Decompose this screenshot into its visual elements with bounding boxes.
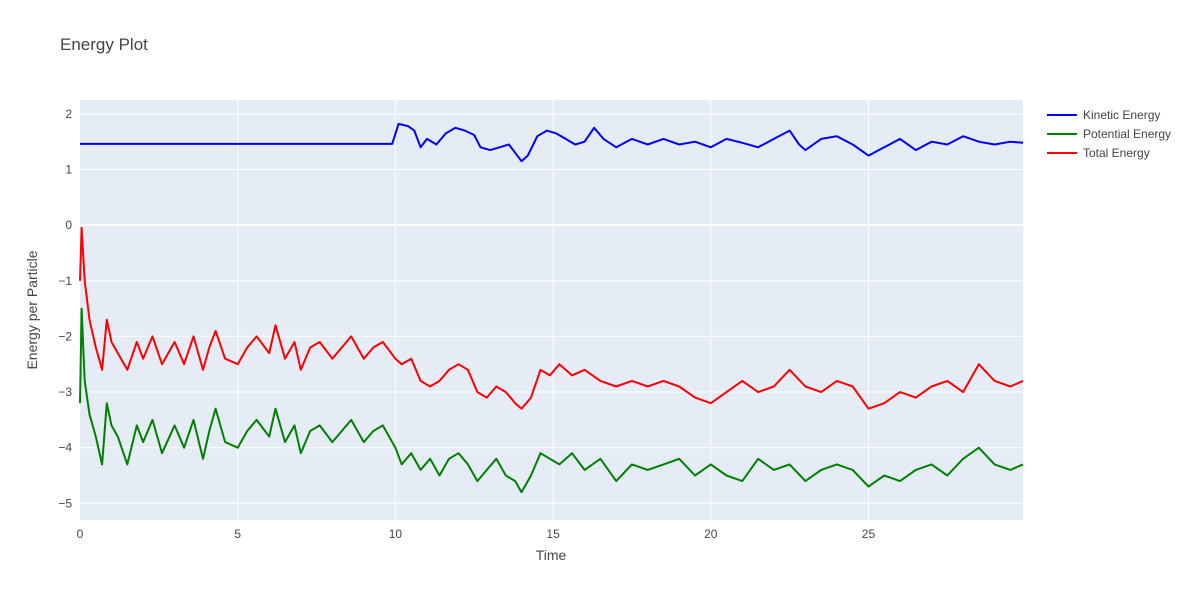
legend-label: Kinetic Energy (1083, 108, 1160, 122)
plot-background (80, 100, 1023, 520)
y-tick-label: −2 (58, 329, 72, 343)
x-axis-title: Time (536, 547, 567, 563)
y-tick-label: 1 (65, 163, 72, 177)
series-lines[interactable] (79, 122, 1024, 494)
series-line-potential-energy[interactable] (79, 307, 1024, 494)
x-tick-label: 10 (389, 527, 403, 541)
x-axis-ticks: 0 5 10 15 20 25 (77, 527, 876, 541)
legend-item-kinetic-energy[interactable]: Kinetic Energy (1047, 108, 1160, 122)
y-axis-ticks: 2 1 0 −1 −2 −3 −4 −5 (58, 107, 72, 510)
x-tick-label: 5 (234, 527, 241, 541)
x-tick-label: 0 (77, 527, 84, 541)
x-tick-label: 15 (546, 527, 560, 541)
legend-item-potential-energy[interactable]: Potential Energy (1047, 127, 1171, 141)
y-tick-label: −3 (58, 385, 72, 399)
legend-label: Potential Energy (1083, 127, 1171, 141)
y-tick-label: −5 (58, 496, 72, 510)
chart-title: Energy Plot (60, 35, 148, 54)
legend-item-total-energy[interactable]: Total Energy (1047, 146, 1150, 160)
series-line-total-energy[interactable] (79, 226, 1024, 410)
x-tick-label: 25 (862, 527, 876, 541)
series-line-kinetic-energy[interactable] (80, 122, 1024, 163)
x-tick-label: 20 (704, 527, 718, 541)
legend-label: Total Energy (1083, 146, 1150, 160)
legend[interactable]: Kinetic Energy Potential Energy Total Ener… (1047, 108, 1171, 160)
y-tick-label: 2 (65, 107, 72, 121)
y-tick-label: −4 (58, 441, 72, 455)
y-tick-label: 0 (65, 218, 72, 232)
y-tick-label: −1 (58, 274, 72, 288)
y-axis-title: Energy per Particle (24, 250, 40, 369)
